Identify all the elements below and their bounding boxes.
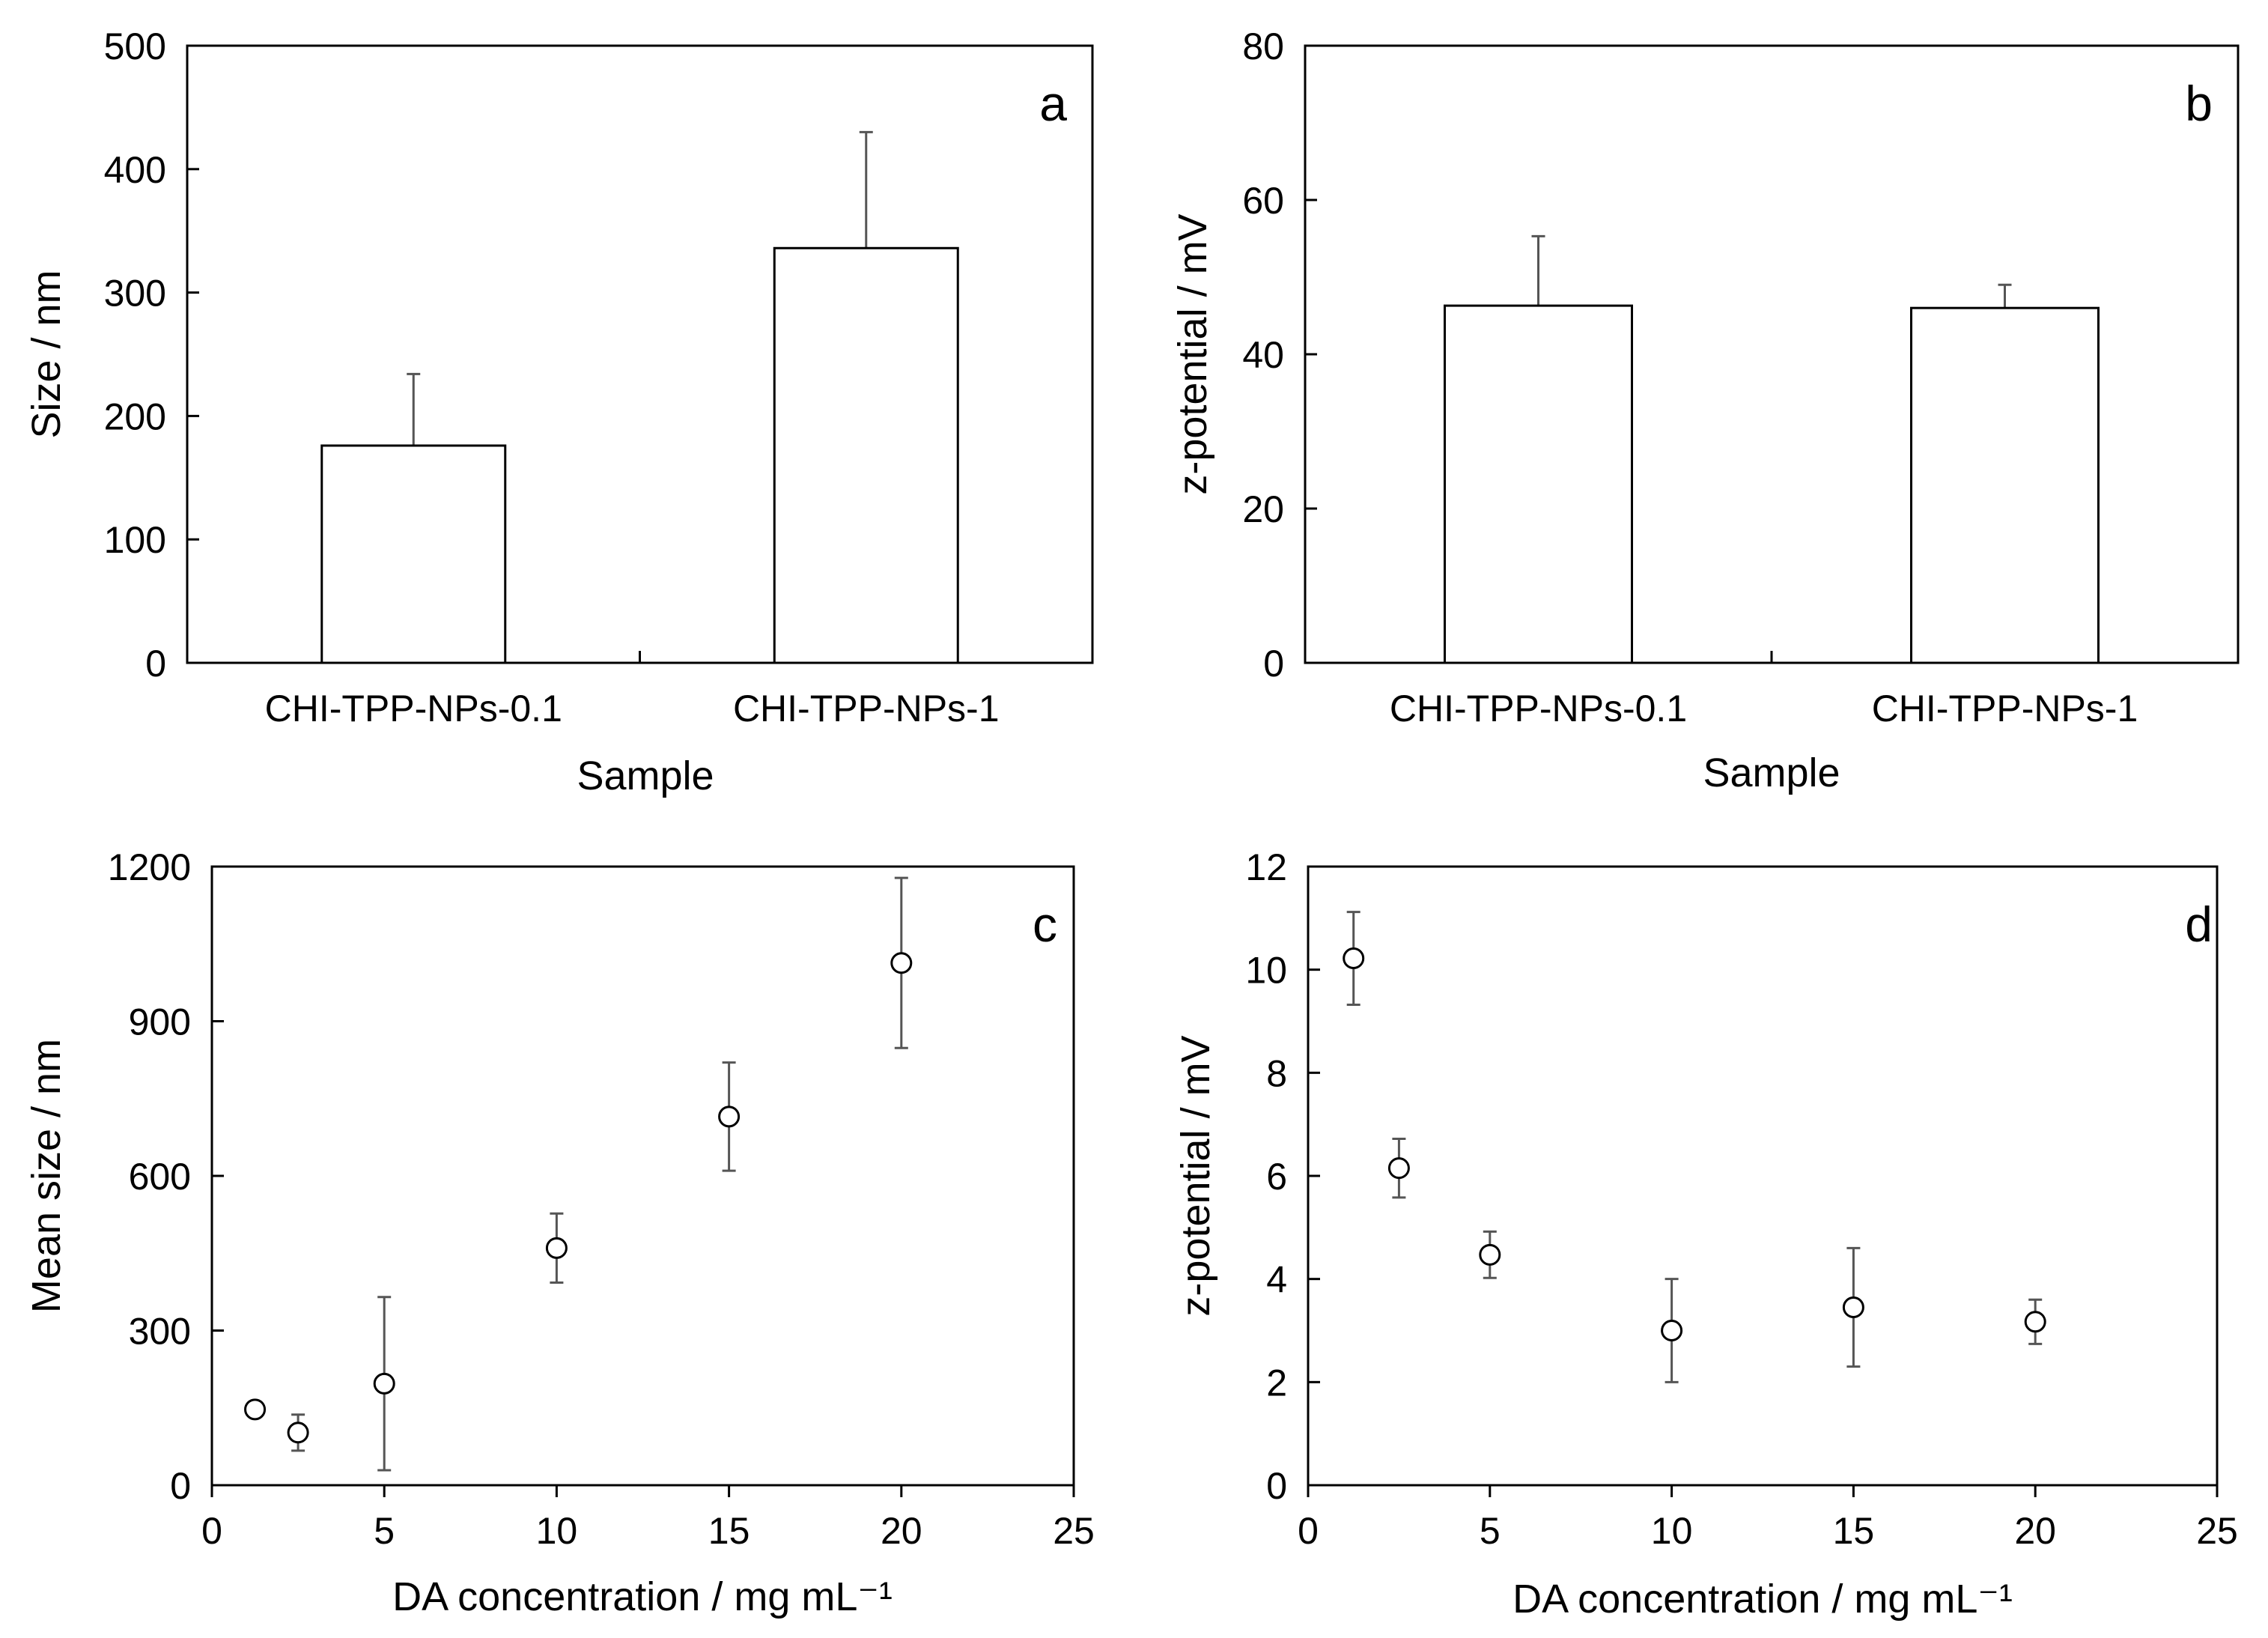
panel-a-size-bar-chart: 0 100 200 300 400 500 CHI-TPP-NPs-0.1 CHI-TPP-N… <box>24 25 1094 798</box>
x-tick-label: 0 <box>1298 1510 1319 1552</box>
data-point <box>545 1237 568 1259</box>
data-point <box>1343 947 1365 970</box>
y-tick-label: 100 <box>104 519 166 561</box>
panel-a-letter: a <box>1039 76 1067 131</box>
panel-d-letter: d <box>2185 897 2213 952</box>
panel-d-plot-frame <box>1307 865 2219 1487</box>
data-point <box>1842 1296 1864 1319</box>
panel-a-tick-labels: 0 100 200 300 400 500 CHI-TPP-NPs-0.1 CHI-TPP-N… <box>104 25 1000 729</box>
bar <box>773 246 959 664</box>
data-point <box>1387 1157 1410 1180</box>
bar <box>320 444 507 664</box>
panel-b-tick-labels: 0 20 40 60 80 CHI-TPP-NPs-0.1 CHI-TPP-NPs-1 <box>1242 25 2138 729</box>
y-tick-label: 20 <box>1242 488 1284 530</box>
panel-b-letter: b <box>2185 76 2213 131</box>
x-category-label: CHI-TPP-NPs-1 <box>1872 688 2138 729</box>
panel-c-letter: c <box>1033 897 1057 952</box>
y-tick-label: 500 <box>104 25 166 67</box>
panel-a-marks <box>320 130 959 664</box>
panel-c-plot-frame <box>210 865 1075 1487</box>
y-tick-label: 200 <box>104 395 166 437</box>
y-tick-label: 2 <box>1266 1362 1287 1404</box>
panel-b-y-axis-title: z-potential / mV <box>1170 213 1215 494</box>
panel-a-y-axis-title: Size / nm <box>24 270 69 438</box>
data-point <box>2024 1311 2046 1333</box>
y-tick-label: 0 <box>170 1465 191 1507</box>
panel-d-zeta-scatter: 0 2 4 6 8 10 12 0 5 10 15 20 25 d DA concentration /… <box>1173 846 2238 1622</box>
y-tick-label: 400 <box>104 149 166 191</box>
x-category-label: CHI-TPP-NPs-1 <box>733 688 1000 729</box>
y-tick-label: 0 <box>1266 1465 1287 1507</box>
panel-a-x-axis-title: Sample <box>577 753 714 798</box>
x-tick-label: 5 <box>1480 1510 1501 1552</box>
x-category-label: CHI-TPP-NPs-0.1 <box>1390 688 1687 729</box>
panel-c-x-axis-title: DA concentration / mg mL⁻¹ <box>392 1574 893 1619</box>
y-tick-label: 40 <box>1242 334 1284 376</box>
x-tick-label: 5 <box>374 1510 395 1552</box>
data-point <box>244 1398 267 1421</box>
x-tick-label: 15 <box>1833 1510 1875 1552</box>
panel-b-x-axis-title: Sample <box>1703 750 1840 795</box>
y-tick-label: 1200 <box>108 846 191 888</box>
x-tick-label: 20 <box>2014 1510 2056 1552</box>
y-tick-label: 300 <box>104 273 166 315</box>
y-tick-label: 300 <box>129 1311 191 1353</box>
data-point <box>287 1422 309 1444</box>
x-tick-label: 15 <box>708 1510 750 1552</box>
data-point <box>1479 1243 1501 1266</box>
x-category-label: CHI-TPP-NPs-0.1 <box>265 688 562 729</box>
bar <box>1444 304 1633 664</box>
panel-d-x-axis-title: DA concentration / mg mL⁻¹ <box>1512 1577 2013 1622</box>
panel-d-y-axis-title: z-potential / mV <box>1173 1035 1218 1316</box>
y-tick-label: 8 <box>1266 1052 1287 1094</box>
data-point <box>890 952 913 974</box>
y-tick-label: 0 <box>145 643 166 685</box>
panel-c-marks <box>244 876 913 1472</box>
panel-d-marks <box>1343 911 2046 1383</box>
x-tick-label: 25 <box>1053 1510 1095 1552</box>
y-tick-label: 900 <box>129 1001 191 1043</box>
data-point <box>373 1372 395 1395</box>
data-point <box>718 1105 741 1128</box>
panel-d-tick-labels: 0 2 4 6 8 10 12 0 5 10 15 20 25 <box>1245 846 2237 1552</box>
x-tick-label: 20 <box>881 1510 922 1552</box>
y-tick-label: 10 <box>1245 950 1287 992</box>
data-point <box>1661 1320 1683 1341</box>
panel-b-marks <box>1444 234 2100 664</box>
panel-c-mean-size-scatter: 0 300 600 900 1200 0 5 10 15 20 25 c DA concentrat… <box>24 846 1095 1619</box>
x-tick-label: 25 <box>2196 1510 2238 1552</box>
y-tick-label: 6 <box>1266 1156 1287 1198</box>
y-tick-label: 12 <box>1245 846 1287 888</box>
panel-c-y-axis-title: Mean size / nm <box>24 1039 69 1313</box>
bar <box>1910 306 2100 664</box>
y-tick-label: 80 <box>1242 25 1284 67</box>
y-tick-label: 0 <box>1263 643 1284 685</box>
x-tick-label: 0 <box>201 1510 222 1552</box>
y-tick-label: 4 <box>1266 1259 1287 1301</box>
y-tick-label: 600 <box>129 1156 191 1198</box>
y-tick-label: 60 <box>1242 180 1284 222</box>
x-tick-label: 10 <box>536 1510 578 1552</box>
x-tick-label: 10 <box>1651 1510 1693 1552</box>
panel-c-tick-labels: 0 300 600 900 1200 0 5 10 15 20 25 <box>108 846 1095 1552</box>
